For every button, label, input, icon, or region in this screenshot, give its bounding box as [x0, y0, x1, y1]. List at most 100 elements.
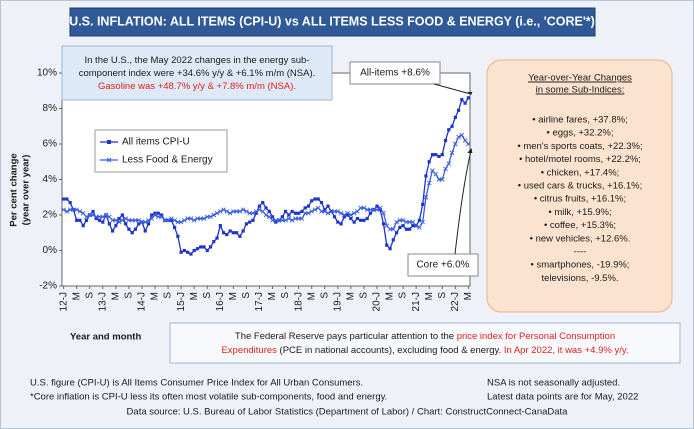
marker: [342, 215, 346, 219]
marker: [384, 223, 390, 228]
marker: [374, 207, 380, 212]
marker: [342, 212, 347, 218]
x-tick-label: S: [241, 292, 252, 299]
side-box-item: ----: [574, 247, 587, 258]
x-tick-label: S: [437, 292, 448, 299]
marker: [430, 168, 435, 173]
marker: [323, 208, 327, 212]
marker: [74, 207, 80, 212]
marker: [381, 210, 386, 216]
x-tick-label: 21-J: [411, 292, 422, 311]
marker: [346, 213, 350, 217]
marker: [349, 216, 353, 221]
marker: [244, 222, 249, 226]
marker: [228, 229, 232, 233]
marker: [400, 218, 406, 223]
marker: [310, 199, 314, 203]
text-segment: In Apr 2022, it was +4.9% y/y.: [504, 345, 629, 356]
marker: [466, 96, 470, 100]
marker: [404, 227, 408, 231]
x-tick-label: 17-J: [254, 292, 265, 311]
marker: [390, 226, 396, 232]
marker: [120, 218, 125, 223]
x-tick-label: M: [463, 292, 474, 300]
marker: [143, 229, 147, 233]
text-segment: price index for Personal Consumption: [457, 331, 615, 342]
marker: [394, 231, 399, 235]
marker: [287, 213, 291, 217]
x-tick-label: 19-J: [332, 292, 343, 311]
marker: [434, 153, 438, 157]
marker: [361, 205, 367, 211]
side-box-item: • airline fares, +37.8%;: [532, 115, 627, 126]
marker: [182, 248, 186, 253]
marker: [159, 214, 164, 220]
side-box-item: • chicken, +17.4%;: [541, 167, 620, 178]
marker: [123, 216, 128, 221]
note: *Core inflation is CPI-U less its often …: [30, 392, 387, 403]
marker: [202, 245, 206, 249]
marker: [149, 216, 155, 221]
marker: [299, 216, 305, 221]
marker: [426, 180, 432, 186]
arrowhead: [467, 148, 473, 153]
x-tick-label: 18-J: [293, 292, 304, 311]
annotation: Core +6.0%: [416, 260, 469, 271]
marker: [212, 240, 216, 244]
marker: [453, 115, 457, 119]
marker: [443, 166, 448, 172]
y-axis-label: (year over year): [21, 155, 32, 226]
y-tick-label: 0%: [43, 245, 58, 256]
marker: [205, 248, 209, 253]
x-tick-label: 22-J: [450, 292, 461, 311]
x-tick-label: S: [398, 292, 409, 299]
marker: [421, 202, 425, 206]
marker: [316, 197, 320, 201]
y-tick-label: 6%: [43, 139, 58, 150]
marker: [65, 197, 69, 201]
side-box-item: televisions, -9.5%.: [541, 273, 618, 284]
marker: [62, 197, 66, 201]
marker: [208, 214, 213, 220]
note: Latest data points are for May, 2022: [487, 392, 638, 403]
marker: [251, 218, 255, 222]
marker: [408, 227, 412, 231]
marker: [224, 209, 230, 214]
marker: [211, 212, 217, 218]
x-tick-label: M: [110, 292, 121, 300]
marker: [260, 209, 266, 214]
marker: [107, 222, 111, 226]
marker: [274, 220, 278, 224]
marker: [84, 214, 89, 220]
marker: [312, 207, 318, 212]
marker: [352, 220, 356, 224]
title-bar: [69, 7, 596, 37]
marker: [127, 227, 131, 231]
marker: [322, 209, 328, 214]
marker: [225, 232, 229, 237]
marker: [100, 214, 106, 220]
x-tick-label: 13-J: [97, 292, 108, 311]
y-axis-label: Per cent change: [9, 153, 20, 226]
marker: [240, 207, 246, 212]
marker: [401, 224, 405, 228]
y-tick-label: -2%: [39, 281, 57, 292]
y-tick-label: 4%: [43, 174, 58, 185]
marker: [440, 153, 444, 157]
marker: [297, 211, 301, 215]
x-tick-label: M: [346, 292, 357, 300]
marker: [264, 206, 268, 210]
marker: [306, 210, 311, 216]
text-line: The Federal Reserve pays particular atte…: [235, 331, 615, 342]
marker: [218, 224, 222, 228]
marker: [110, 229, 115, 233]
marker: [120, 213, 124, 217]
text-segment: The Federal Reserve pays particular atte…: [235, 331, 457, 342]
marker: [195, 247, 200, 251]
marker: [150, 213, 154, 217]
side-box-item: • citrus fruits, +16.1%;: [534, 194, 626, 205]
marker: [427, 160, 431, 164]
marker: [319, 200, 324, 205]
side-box-item: • eggs, +32.2%;: [547, 128, 614, 139]
marker: [378, 208, 382, 212]
